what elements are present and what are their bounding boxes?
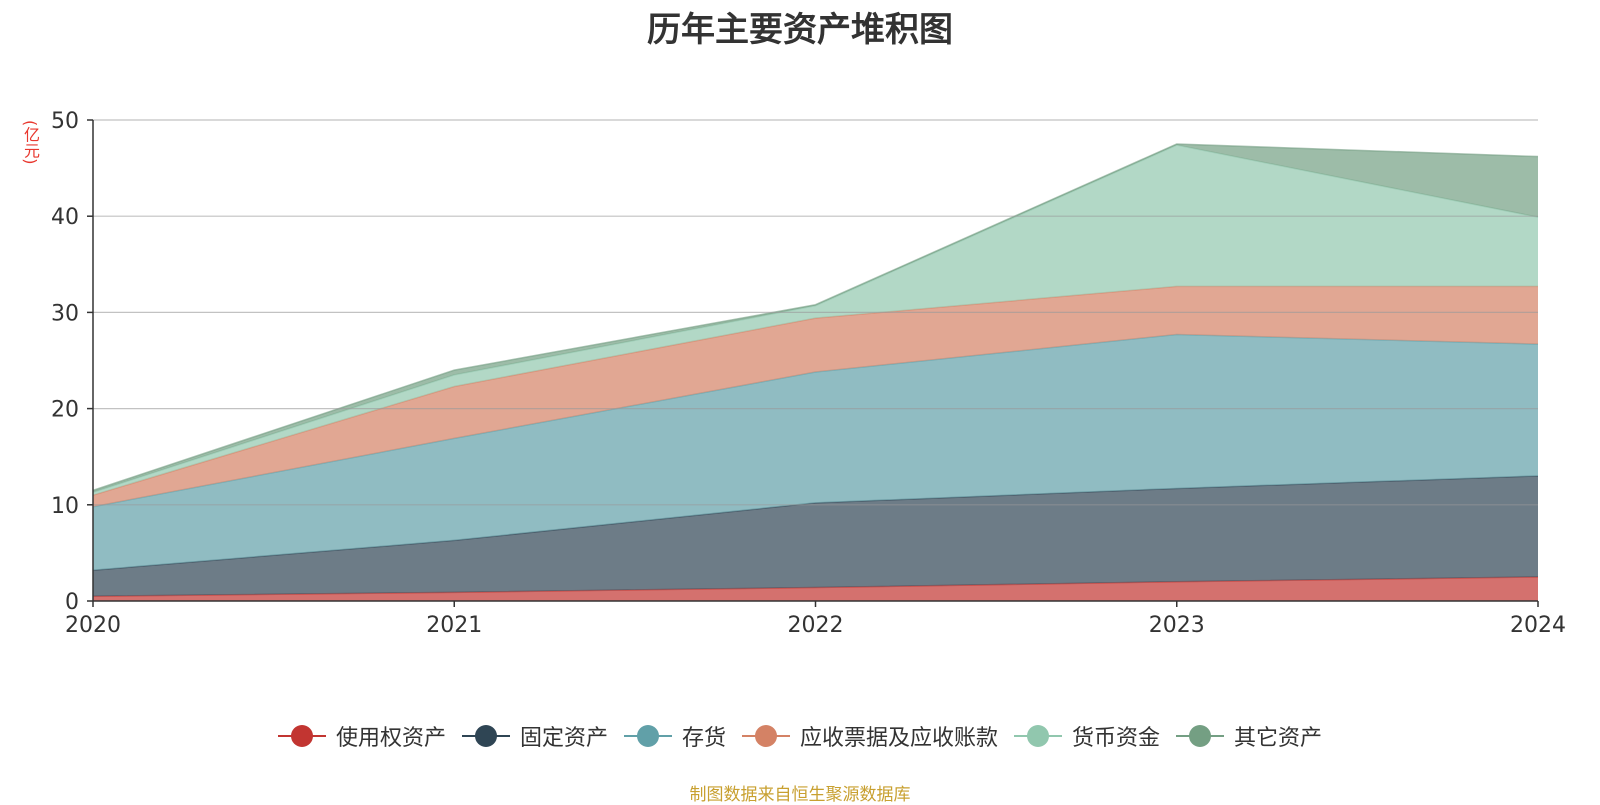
legend-label: 其它资产 [1234, 726, 1323, 751]
y-axis-unit-label: (亿元) [21, 120, 40, 165]
area-series-3 [93, 334, 1538, 571]
y-tick-label-40: 40 [51, 205, 79, 230]
legend-swatch-icon [1014, 724, 1063, 748]
y-tick-label-0: 0 [65, 590, 79, 615]
legend-swatch-icon [742, 724, 790, 748]
y-tick-label-10: 10 [51, 494, 79, 519]
y-tick-label-50: 50 [51, 109, 79, 134]
legend-swatch-icon [623, 724, 672, 748]
legend-label: 使用权资产 [335, 726, 446, 751]
legend-label: 存货 [681, 726, 726, 751]
x-tick-label-2024: 2024 [1510, 613, 1566, 638]
area-series-4 [93, 286, 1538, 507]
y-tick-label-20: 20 [51, 398, 79, 423]
legend-item-3[interactable]: 存货 [623, 720, 726, 752]
legend-item-1[interactable]: 使用权资产 [277, 720, 446, 752]
legend-item-2[interactable]: 固定资产 [461, 720, 608, 752]
y-tick-label-30: 30 [51, 301, 79, 326]
area-series-2 [93, 475, 1538, 597]
chart-legend: 使用权资产 固定资产 存货 应收票据及应收账款 货币资金 其它资产 [0, 720, 1600, 752]
legend-label: 货币资金 [1072, 726, 1161, 751]
area-series-6-edge [92, 143, 1539, 492]
legend-swatch-icon [1176, 724, 1225, 748]
legend-label: 固定资产 [519, 726, 608, 751]
legend-swatch-icon [277, 724, 326, 748]
area-series-5 [93, 145, 1538, 496]
legend-item-6[interactable]: 其它资产 [1176, 720, 1322, 752]
legend-label: 应收票据及应收账款 [800, 726, 999, 751]
legend-item-4[interactable]: 应收票据及应收账款 [742, 720, 998, 752]
data-source-note: 制图数据来自恒生聚源数据库 [689, 785, 911, 805]
x-tick-label-2021: 2021 [426, 613, 482, 638]
x-tick-label-2020: 2020 [65, 613, 121, 638]
chart-title: 历年主要资产堆积图 [647, 10, 953, 50]
area-series-1 [93, 576, 1538, 601]
area-series-6 [93, 144, 1538, 493]
legend-item-5[interactable]: 货币资金 [1014, 720, 1160, 752]
x-tick-label-2023: 2023 [1149, 613, 1205, 638]
x-tick-label-2022: 2022 [788, 613, 844, 638]
legend-swatch-icon [461, 724, 510, 748]
